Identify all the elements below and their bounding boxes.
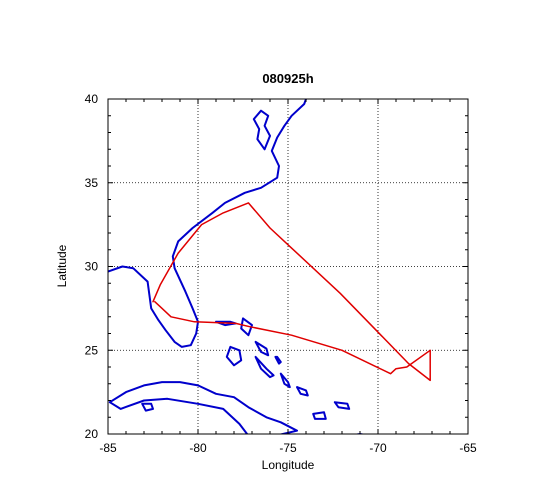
coastline-long-island-line: [279, 372, 291, 389]
coastline-crooked-acklins-line: [296, 386, 309, 397]
coastline-eleuthera-line: [254, 340, 270, 357]
coastline-turks-caicos-line: [333, 401, 351, 410]
y-tick-label: 35: [85, 176, 99, 190]
x-tick-label: -85: [99, 441, 117, 455]
x-tick-label: -65: [459, 441, 477, 455]
y-tick-label: 20: [85, 427, 99, 441]
y-tick-label: 25: [85, 343, 99, 357]
coastline-cuba-line: [108, 381, 298, 434]
y-tick-label: 40: [85, 92, 99, 106]
coastline-exumas-line: [254, 355, 275, 379]
coastline-north-america-line: [108, 99, 308, 348]
x-tick-label: -80: [189, 441, 207, 455]
grid-lines: [108, 99, 468, 434]
x-axis-label: Longitude: [262, 458, 315, 472]
x-tick-labels: -85 -80 -75 -70 -65: [99, 441, 477, 455]
y-tick-labels: 20 25 30 35 40: [85, 92, 99, 441]
x-tick-label: -75: [279, 441, 297, 455]
coastline-inagua-line: [312, 411, 327, 420]
x-tick-label: -70: [369, 441, 387, 455]
coastline-isle-of-youth-line: [141, 402, 154, 412]
coastline-chesapeake-line: [252, 109, 271, 151]
series-layer: [108, 99, 457, 467]
coastline-puerto-rico-line: [428, 459, 457, 467]
flight-track-line: [152, 202, 431, 382]
y-tick-label: 30: [85, 260, 99, 274]
axis-ticks: [107, 98, 469, 435]
coastline-andros-line: [225, 345, 243, 367]
coastline-cat-island-line: [274, 355, 282, 365]
chart-title: 080925h: [262, 71, 313, 86]
y-axis-label: Latitude: [55, 244, 69, 287]
